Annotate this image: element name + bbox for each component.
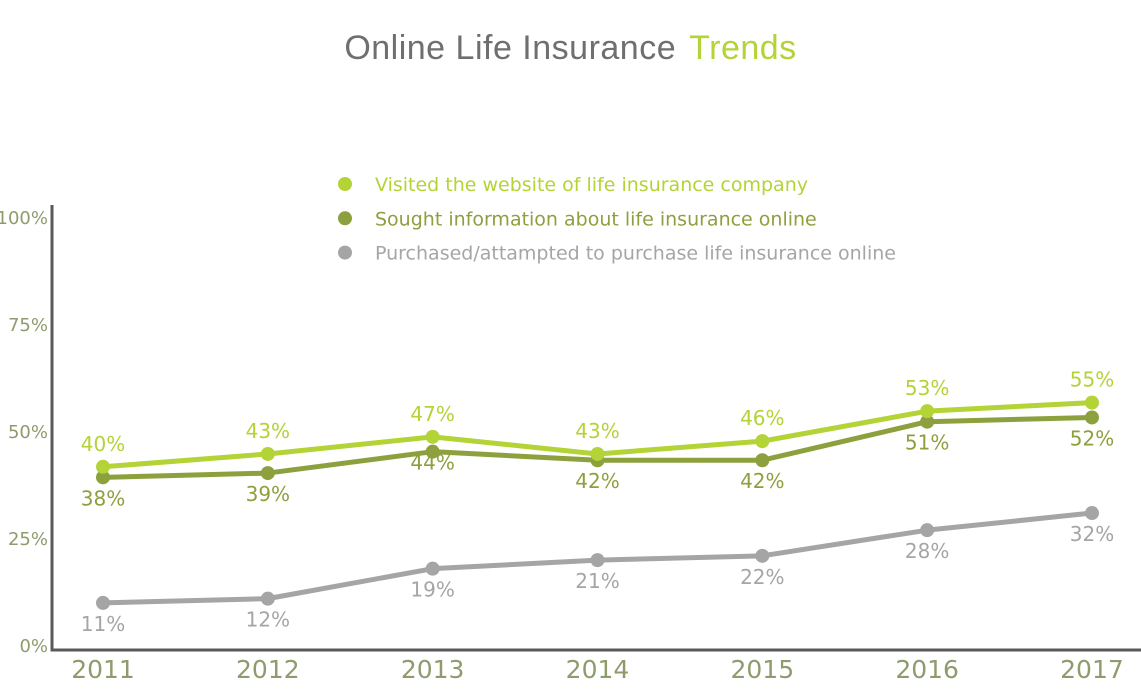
data-point <box>1084 410 1099 425</box>
data-point <box>755 434 770 449</box>
x-tick-label: 2017 <box>1060 655 1124 684</box>
title-main: Online Life Insurance <box>344 28 677 67</box>
data-point <box>1084 395 1099 410</box>
data-label: 19% <box>410 578 454 602</box>
data-point <box>920 523 935 538</box>
x-tick-label: 2014 <box>566 655 630 684</box>
data-point <box>755 453 770 468</box>
legend-item: Sought information about life insurance … <box>338 208 817 230</box>
y-tick-label: 50% <box>8 422 48 443</box>
x-tick-label: 2013 <box>401 655 465 684</box>
x-tick-label: 2015 <box>731 655 795 684</box>
y-tick-label: 75% <box>8 315 48 336</box>
data-label: 47% <box>410 402 454 426</box>
legend-item: Purchased/attampted to purchase life ins… <box>338 243 896 265</box>
legend-dot-icon <box>338 177 352 191</box>
data-label: 46% <box>740 406 784 430</box>
title-accent: Trends <box>689 28 797 67</box>
data-label: 32% <box>1070 522 1114 546</box>
data-point <box>425 561 440 576</box>
y-tick-label: 100% <box>0 208 48 229</box>
x-tick-label: 2016 <box>895 655 959 684</box>
data-point <box>260 591 275 606</box>
data-point <box>920 404 935 419</box>
legend-dot-icon <box>338 245 352 260</box>
data-point <box>260 466 275 481</box>
legend-label: Sought information about life insurance … <box>375 208 817 230</box>
legend-dot-icon <box>338 211 352 226</box>
data-label: 55% <box>1070 368 1114 392</box>
x-tick-label: 2011 <box>71 655 135 684</box>
data-label: 28% <box>905 539 949 563</box>
data-point <box>425 444 440 459</box>
data-point <box>590 553 605 568</box>
x-tick-label: 2012 <box>236 655 300 684</box>
data-point <box>1084 506 1099 521</box>
data-label: 43% <box>246 419 290 443</box>
data-label: 39% <box>246 482 290 506</box>
data-label: 51% <box>905 431 949 455</box>
data-label: 11% <box>81 612 125 636</box>
data-label: 42% <box>575 469 619 493</box>
data-point <box>590 446 605 461</box>
data-label: 53% <box>905 376 949 400</box>
data-point <box>96 459 110 474</box>
data-label: 21% <box>575 569 619 593</box>
data-label: 52% <box>1070 426 1114 450</box>
data-label: 42% <box>740 469 784 493</box>
page-title: Online Life Insurance Trends <box>0 27 1141 69</box>
data-point <box>260 446 275 461</box>
legend-item: Visited the website of life insurance co… <box>338 174 808 196</box>
data-label: 43% <box>575 419 619 443</box>
data-point <box>755 548 770 563</box>
legend-label: Visited the website of life insurance co… <box>375 174 808 196</box>
data-label: 44% <box>410 451 454 475</box>
data-label: 40% <box>81 432 125 456</box>
data-label: 12% <box>246 608 290 632</box>
data-label: 38% <box>81 486 125 510</box>
y-tick-label: 25% <box>8 529 48 550</box>
data-point <box>425 429 440 444</box>
legend-label: Purchased/attampted to purchase life ins… <box>375 243 896 265</box>
data-point <box>920 414 935 429</box>
data-label: 22% <box>740 565 784 589</box>
y-tick-label: 0% <box>19 636 48 657</box>
data-point <box>96 595 110 610</box>
data-point <box>96 470 110 485</box>
